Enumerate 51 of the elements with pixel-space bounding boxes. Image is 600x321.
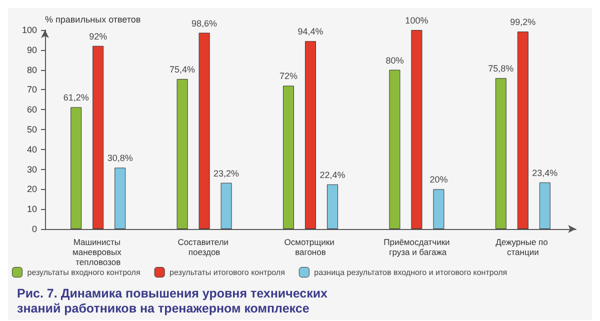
y-tick-label: 20 xyxy=(26,184,37,194)
bar xyxy=(495,78,506,229)
data-label: 94,4% xyxy=(298,26,324,37)
data-label: 30,8% xyxy=(107,153,133,164)
y-tick-label: 90 xyxy=(26,44,37,55)
y-tick-label: 50 xyxy=(26,124,37,134)
legend-label: результаты входного контроля xyxy=(27,268,140,277)
data-label: 100% xyxy=(405,16,428,26)
y-tick-label: 80 xyxy=(26,64,37,75)
legend-label: результаты итогового контроля xyxy=(170,268,285,277)
x-tick-label: Осмотрщики вагонов xyxy=(284,237,337,257)
y-tick-label: 0 xyxy=(32,224,37,234)
y-tick-label: 40 xyxy=(26,144,37,154)
y-axis-title: % правильных ответов xyxy=(45,14,141,24)
bar xyxy=(327,184,338,229)
bar xyxy=(539,182,550,229)
bar xyxy=(389,70,400,229)
data-label: 98,6% xyxy=(192,18,218,28)
x-tick-label: Машинисты маневровых тепловозов xyxy=(72,237,124,267)
bar xyxy=(220,182,232,229)
data-label: 23,2% xyxy=(214,168,240,178)
y-tick-label: 60 xyxy=(26,104,37,115)
data-label: 75,8% xyxy=(488,64,514,74)
data-label: 22,4% xyxy=(320,170,346,180)
x-tick-label: Дежурные по станции xyxy=(496,237,550,257)
bar xyxy=(305,41,316,229)
y-tick-label: 30 xyxy=(26,164,37,174)
y-tick-label: 10 xyxy=(26,204,37,214)
y-tick-label: 100 xyxy=(22,25,37,35)
data-label: 75,4% xyxy=(170,64,196,74)
bar xyxy=(176,78,188,229)
bar xyxy=(92,46,104,229)
data-label: 99,2% xyxy=(510,17,536,28)
text: Рис. 7. Динамика повышения уровня технических знаний работников на тренажерном комплексе xyxy=(17,286,331,316)
bar xyxy=(433,189,444,229)
bar xyxy=(411,30,422,229)
data-label: 61,2% xyxy=(63,92,89,103)
legend-label: разница результатов входного и итогового контроля xyxy=(314,268,508,277)
bar xyxy=(70,107,82,229)
data-label: 20% xyxy=(430,174,448,185)
bar xyxy=(114,168,126,229)
y-tick-label: 70 xyxy=(26,84,37,95)
data-label: 80% xyxy=(386,55,404,66)
bar xyxy=(283,86,294,229)
data-label: 23,4% xyxy=(532,168,558,178)
x-tick-label: Составители поездов xyxy=(178,237,231,257)
bar xyxy=(198,32,210,229)
data-label: 72% xyxy=(279,71,298,82)
data-label: 92% xyxy=(89,31,108,42)
bar xyxy=(517,32,528,229)
x-tick-label: Приёмосдатчики груза и багажа xyxy=(384,237,450,257)
